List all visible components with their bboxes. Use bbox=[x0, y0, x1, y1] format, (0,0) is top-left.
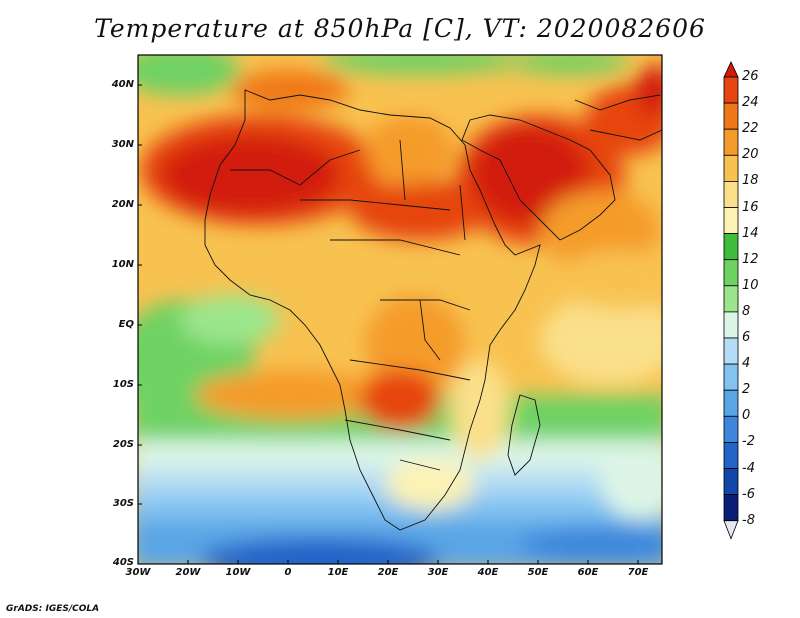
colorbar bbox=[723, 61, 739, 540]
colorbar-swatch bbox=[723, 180, 739, 208]
y-axis-label: 40N bbox=[111, 79, 134, 90]
x-axis-label: 10W bbox=[225, 567, 251, 578]
colorbar-label: 18 bbox=[742, 173, 759, 189]
y-axis-label: 20N bbox=[111, 199, 134, 210]
y-axis-label: 30N bbox=[111, 139, 134, 150]
colorbar-swatch bbox=[723, 128, 739, 156]
colorbar-label: 14 bbox=[742, 225, 759, 241]
map-frame bbox=[137, 54, 663, 565]
coastlines bbox=[204, 89, 662, 531]
colorbar-swatch bbox=[723, 494, 739, 522]
x-axis-label: 30W bbox=[125, 567, 151, 578]
colorbar-swatch bbox=[723, 363, 739, 391]
colorbar-label: 22 bbox=[742, 121, 759, 137]
colorbar-swatch bbox=[723, 468, 739, 496]
colorbar-label: -2 bbox=[742, 434, 755, 450]
colorbar-swatch bbox=[723, 415, 739, 443]
colorbar-swatch bbox=[723, 259, 739, 287]
temperature-field bbox=[138, 55, 662, 564]
colorbar-label: 24 bbox=[742, 95, 759, 111]
x-axis-label: 50E bbox=[527, 567, 549, 578]
colorbar-swatch bbox=[723, 154, 739, 182]
x-axis-label: 0 bbox=[284, 567, 292, 578]
x-axis-label: 70E bbox=[627, 567, 649, 578]
colorbar-swatch bbox=[723, 76, 739, 104]
x-axis-label: 20E bbox=[377, 567, 399, 578]
x-axis-label: 40E bbox=[477, 567, 499, 578]
colorbar-label: 0 bbox=[742, 408, 751, 424]
credit-text: GrADS: IGES/COLA bbox=[6, 604, 100, 614]
colorbar-label: 10 bbox=[742, 277, 759, 293]
map-title: Temperature at 850hPa [C], VT: 202008260… bbox=[94, 14, 706, 43]
axis-ticks bbox=[138, 84, 639, 564]
y-axis-label: 10N bbox=[111, 259, 134, 270]
colorbar-label: 6 bbox=[742, 330, 751, 345]
colorbar-label: 26 bbox=[742, 69, 759, 84]
colorbar-lower-arrow bbox=[723, 520, 739, 540]
colorbar-label: 8 bbox=[742, 303, 751, 319]
colorbar-label: -4 bbox=[742, 460, 755, 476]
colorbar-label: -8 bbox=[742, 512, 755, 528]
x-axis-label: 30E bbox=[427, 567, 449, 578]
y-axis-label: 20S bbox=[112, 439, 134, 450]
x-axis-label: 60E bbox=[577, 567, 599, 578]
y-axis-label: 30S bbox=[112, 498, 134, 509]
colorbar-label: 4 bbox=[742, 356, 751, 372]
colorbar-swatch bbox=[723, 311, 739, 339]
colorbar-swatch bbox=[723, 337, 739, 365]
colorbar-label: 12 bbox=[742, 251, 759, 267]
colorbar-swatch bbox=[723, 285, 739, 313]
colorbar-swatch bbox=[723, 102, 739, 130]
colorbar-swatch bbox=[723, 207, 739, 235]
colorbar-label: 20 bbox=[742, 147, 759, 163]
x-axis-label: 10E bbox=[327, 567, 349, 578]
colorbar-label: -6 bbox=[742, 486, 755, 502]
y-axis-label: EQ bbox=[118, 319, 134, 330]
x-axis-label: 20W bbox=[175, 567, 201, 578]
y-axis-label: 40S bbox=[112, 557, 134, 568]
colorbar-swatch bbox=[723, 441, 739, 469]
colorbar-label: 16 bbox=[742, 199, 759, 215]
colorbar-label: 2 bbox=[742, 382, 751, 398]
colorbar-swatch bbox=[723, 389, 739, 417]
y-axis-label: 10S bbox=[112, 379, 134, 390]
colorbar-upper-arrow bbox=[723, 61, 739, 78]
colorbar-swatch bbox=[723, 233, 739, 261]
